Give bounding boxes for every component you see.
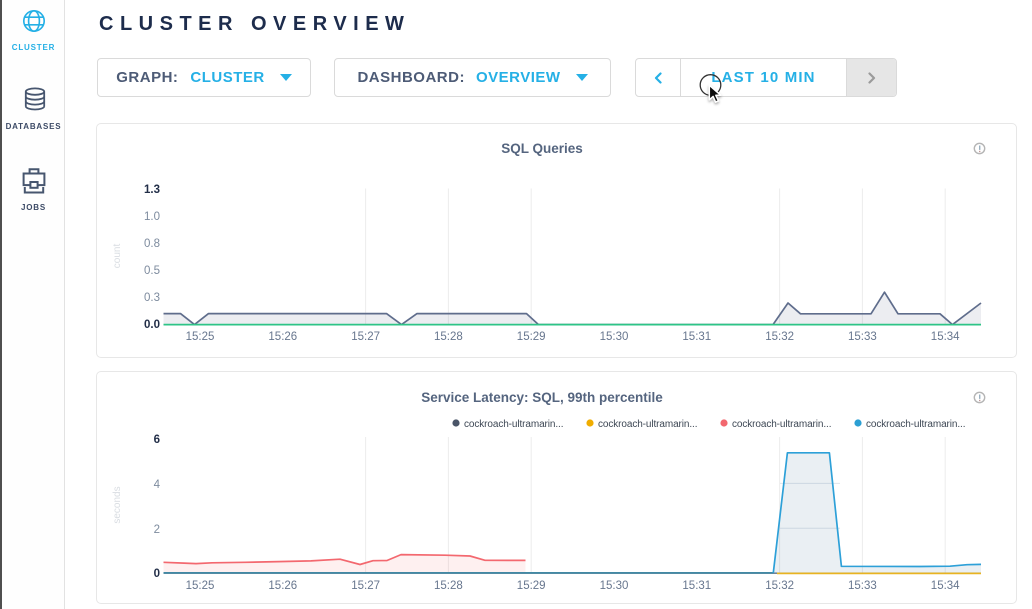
svg-text:15:31: 15:31 — [682, 580, 711, 592]
svg-text:15:34: 15:34 — [931, 580, 960, 592]
svg-text:15:26: 15:26 — [268, 331, 297, 343]
svg-text:15:29: 15:29 — [517, 580, 546, 592]
svg-text:15:27: 15:27 — [351, 580, 380, 592]
svg-text:1.0: 1.0 — [144, 211, 160, 223]
svg-text:count: count — [112, 244, 123, 269]
svg-text:15:32: 15:32 — [765, 331, 794, 343]
svg-text:15:28: 15:28 — [434, 580, 463, 592]
svg-text:15:30: 15:30 — [600, 580, 629, 592]
svg-text:0: 0 — [154, 568, 160, 580]
svg-text:seconds: seconds — [112, 486, 123, 523]
svg-text:15:32: 15:32 — [765, 580, 794, 592]
svg-text:cockroach-ultramarin...: cockroach-ultramarin... — [866, 419, 965, 430]
svg-text:0.0: 0.0 — [144, 319, 160, 331]
svg-text:cockroach-ultramarin...: cockroach-ultramarin... — [464, 419, 563, 430]
svg-text:cockroach-ultramarin...: cockroach-ultramarin... — [732, 419, 831, 430]
svg-text:15:25: 15:25 — [186, 331, 215, 343]
svg-text:15:33: 15:33 — [848, 331, 877, 343]
svg-text:6: 6 — [154, 434, 160, 446]
svg-text:0.3: 0.3 — [144, 292, 160, 304]
svg-text:15:25: 15:25 — [186, 580, 215, 592]
svg-text:0.5: 0.5 — [144, 265, 160, 277]
svg-text:SQL Queries: SQL Queries — [501, 141, 583, 156]
svg-text:0.8: 0.8 — [144, 238, 160, 250]
svg-text:15:29: 15:29 — [517, 331, 546, 343]
svg-text:15:27: 15:27 — [351, 331, 380, 343]
svg-text:15:28: 15:28 — [434, 331, 463, 343]
svg-text:2: 2 — [154, 524, 160, 536]
svg-text:15:33: 15:33 — [848, 580, 877, 592]
svg-text:1.3: 1.3 — [144, 184, 160, 196]
svg-text:Service Latency: SQL, 99th per: Service Latency: SQL, 99th percentile — [421, 390, 663, 405]
svg-text:15:31: 15:31 — [682, 331, 711, 343]
svg-text:cockroach-ultramarin...: cockroach-ultramarin... — [598, 419, 697, 430]
svg-text:4: 4 — [154, 479, 161, 491]
svg-text:15:26: 15:26 — [268, 580, 297, 592]
svg-text:15:30: 15:30 — [600, 331, 629, 343]
svg-text:15:34: 15:34 — [931, 331, 960, 343]
